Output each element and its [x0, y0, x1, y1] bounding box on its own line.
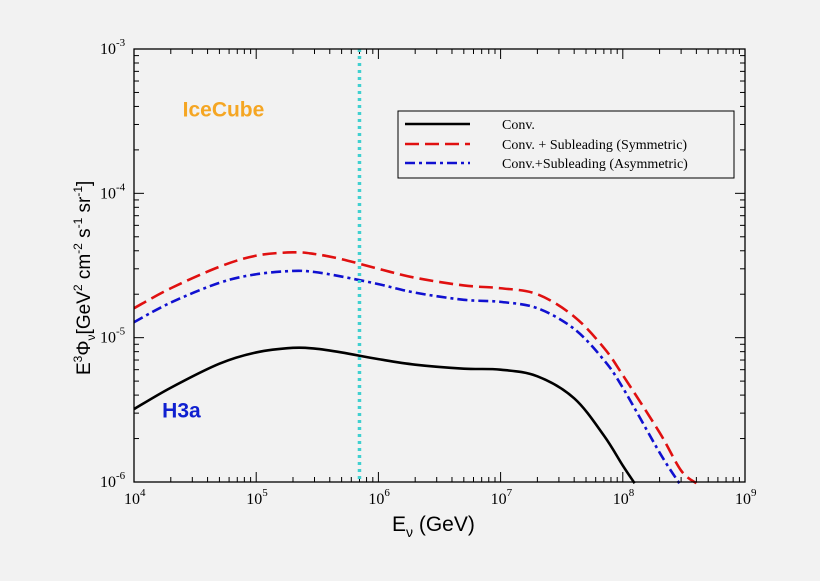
series-line-1 [133, 251, 698, 485]
series-line-0 [133, 346, 636, 484]
annotation-h3a: H3a [162, 399, 201, 422]
y-tick-label: 10-3 [100, 37, 126, 58]
y-title-close: ] [74, 181, 95, 186]
y-title-e: E [74, 362, 95, 375]
legend-label-symmetric: Conv. + Subleading (Symmetric) [502, 138, 687, 153]
minor-ticks [134, 49, 745, 482]
x-tick-label: 108 [613, 487, 635, 508]
y-title-s: s [74, 228, 95, 243]
y-title-phi-sub: ν [84, 334, 98, 340]
tick-labels: 104 105 106 107 108 109 10-6 10-5 10-4 10-3 [100, 37, 757, 508]
y-tick-label: 10-5 [100, 326, 126, 347]
x-tick-label: 105 [246, 487, 268, 508]
legend-label-conv: Conv. [502, 118, 535, 133]
plot-frame [133, 48, 746, 483]
y-title-phi: Φ [74, 340, 95, 355]
y-axis-title: E3Φν[GeV2 cm-2 s-1 sr-1] [71, 181, 98, 375]
y-title-cm-sup: -2 [71, 243, 85, 254]
y-tick-label: 10-6 [100, 470, 126, 491]
x-tick-label: 104 [124, 487, 146, 508]
y-title-cm: cm [74, 254, 95, 285]
x-tick-label: 109 [735, 487, 757, 508]
series-lines [133, 251, 698, 485]
x-tick-label: 106 [368, 487, 390, 508]
x-tick-label: 107 [491, 487, 513, 508]
x-axis-title-sub: ν [406, 524, 413, 540]
x-axis-title: Eν (GeV) [392, 513, 475, 540]
y-title-sr-sup: -1 [71, 186, 85, 197]
x-axis-title-rest: (GeV) [413, 513, 475, 536]
legend-label-asymmetric: Conv.+Subleading (Asymmetric) [502, 157, 688, 172]
y-title-s-sup: -1 [71, 217, 85, 228]
annotation-icecube: IceCube [183, 99, 265, 122]
legend: Conv. Conv. + Subleading (Symmetric) Con… [397, 110, 735, 179]
y-title-sr: sr [74, 196, 95, 218]
y-title-gev-sup: 2 [71, 284, 85, 291]
y-title-gev: [GeV [74, 291, 95, 335]
y-tick-label: 10-4 [100, 181, 126, 202]
y-title-e-sup: 3 [71, 355, 85, 362]
x-axis-title-main: E [392, 513, 406, 536]
